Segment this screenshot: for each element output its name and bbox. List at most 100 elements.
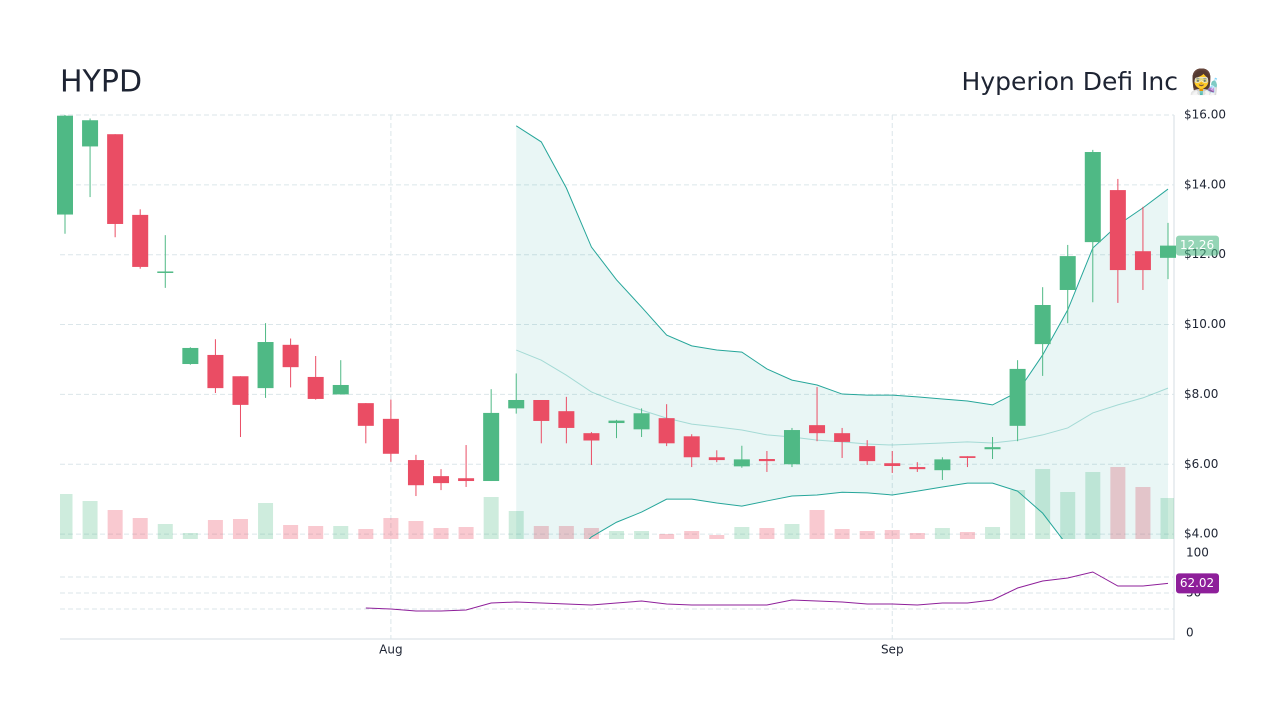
candle-body	[257, 342, 274, 389]
candle-body	[458, 478, 475, 482]
candle-body	[332, 384, 349, 395]
bollinger-upper	[515, 125, 1169, 406]
bollinger-lower	[588, 482, 1064, 539]
y-tick-label: $10.00	[1184, 317, 1226, 331]
volume-bar	[1010, 490, 1026, 539]
last-price-label: 12.26	[1180, 238, 1214, 252]
bollinger-area	[516, 125, 1168, 539]
x-tick-label: Sep	[881, 643, 904, 657]
candle-body	[1009, 368, 1026, 426]
volume-bar	[1060, 492, 1076, 539]
volume-bar	[408, 521, 424, 539]
candle-body	[82, 120, 99, 147]
volume-bar	[533, 526, 549, 539]
candle-body	[57, 115, 73, 215]
candle-body	[1084, 152, 1101, 243]
rsi-tick-label: 100	[1186, 546, 1209, 560]
volume-bar	[1035, 469, 1051, 539]
y-tick-label: $14.00	[1184, 177, 1226, 191]
candle-body	[1160, 245, 1176, 258]
candle-body	[934, 459, 951, 471]
candle-body	[182, 347, 199, 365]
y-tick-label: $8.00	[1184, 387, 1218, 401]
volume-bar	[383, 518, 399, 539]
candle-body	[633, 413, 650, 430]
volume-bar	[959, 532, 975, 539]
volume-bar	[934, 528, 950, 539]
y-tick-label: $16.00	[1184, 108, 1226, 122]
volume-bar	[333, 526, 349, 539]
volume-bar	[759, 528, 775, 539]
candle-body	[1059, 256, 1076, 290]
volume-bar	[107, 510, 123, 539]
candle-body	[984, 447, 1001, 450]
volume-bar	[909, 533, 925, 539]
volume-bar	[985, 527, 1001, 539]
volume-bar	[157, 524, 173, 539]
volume-bar	[60, 494, 73, 539]
volume-bar	[508, 511, 524, 539]
candle-body	[382, 418, 399, 454]
candle-body	[483, 412, 500, 482]
candle-body	[583, 433, 600, 441]
volume-bar	[258, 503, 274, 539]
candle-body	[859, 446, 876, 462]
volume-bar	[859, 531, 875, 539]
candle-body	[1034, 304, 1051, 345]
volume-bar	[433, 528, 449, 539]
volume-bar	[82, 501, 98, 539]
volume-bar	[634, 531, 650, 539]
candle-body	[758, 459, 775, 462]
candle-body	[157, 271, 174, 273]
volume-bar	[358, 529, 374, 539]
candle-body	[533, 399, 550, 421]
candle-body	[282, 344, 299, 368]
volume-bar	[558, 526, 574, 539]
candle-body	[809, 425, 826, 434]
volume-bar	[784, 524, 800, 539]
volume-bar	[834, 529, 850, 539]
volume-bar	[1135, 487, 1151, 539]
y-tick-label: $4.00	[1184, 527, 1218, 541]
volume-bar	[232, 519, 248, 539]
rsi-line	[365, 571, 1169, 612]
candle-body	[834, 433, 851, 442]
volume-bar	[884, 530, 900, 539]
volume-bar	[809, 510, 825, 539]
candle-body	[508, 399, 525, 409]
candle-body	[1134, 251, 1151, 271]
candle-body	[884, 463, 901, 467]
volume-bar	[684, 531, 700, 539]
candle-body	[132, 214, 149, 267]
x-tick-label: Aug	[379, 643, 402, 657]
volume-bar	[182, 533, 198, 539]
candle-body	[207, 354, 224, 389]
volume-bar	[483, 497, 499, 539]
volume-bar	[1085, 472, 1101, 539]
candle-body	[357, 403, 374, 426]
candle-body	[307, 376, 324, 399]
volume-bar	[458, 527, 474, 539]
candle-body	[909, 467, 926, 470]
volume-bar	[734, 527, 750, 539]
volume-bar	[659, 534, 675, 539]
candle-body	[407, 460, 424, 486]
candle-body	[733, 459, 750, 467]
icon: 👩‍🔬	[1189, 68, 1219, 96]
volume-bar	[308, 526, 324, 539]
volume-bar	[132, 518, 148, 539]
candle-body	[433, 476, 450, 484]
candle-body	[708, 457, 725, 461]
candle-body	[1109, 190, 1126, 271]
volume-bar	[1110, 467, 1126, 539]
volume-bar	[283, 525, 299, 539]
candle-body	[558, 411, 575, 428]
ticker: HYPD	[60, 65, 142, 100]
rsi-tick-label: 0	[1186, 626, 1194, 640]
candle-body	[658, 418, 675, 444]
volume-bar	[207, 520, 223, 539]
y-tick-label: $6.00	[1184, 457, 1218, 471]
candle-body	[107, 134, 124, 224]
